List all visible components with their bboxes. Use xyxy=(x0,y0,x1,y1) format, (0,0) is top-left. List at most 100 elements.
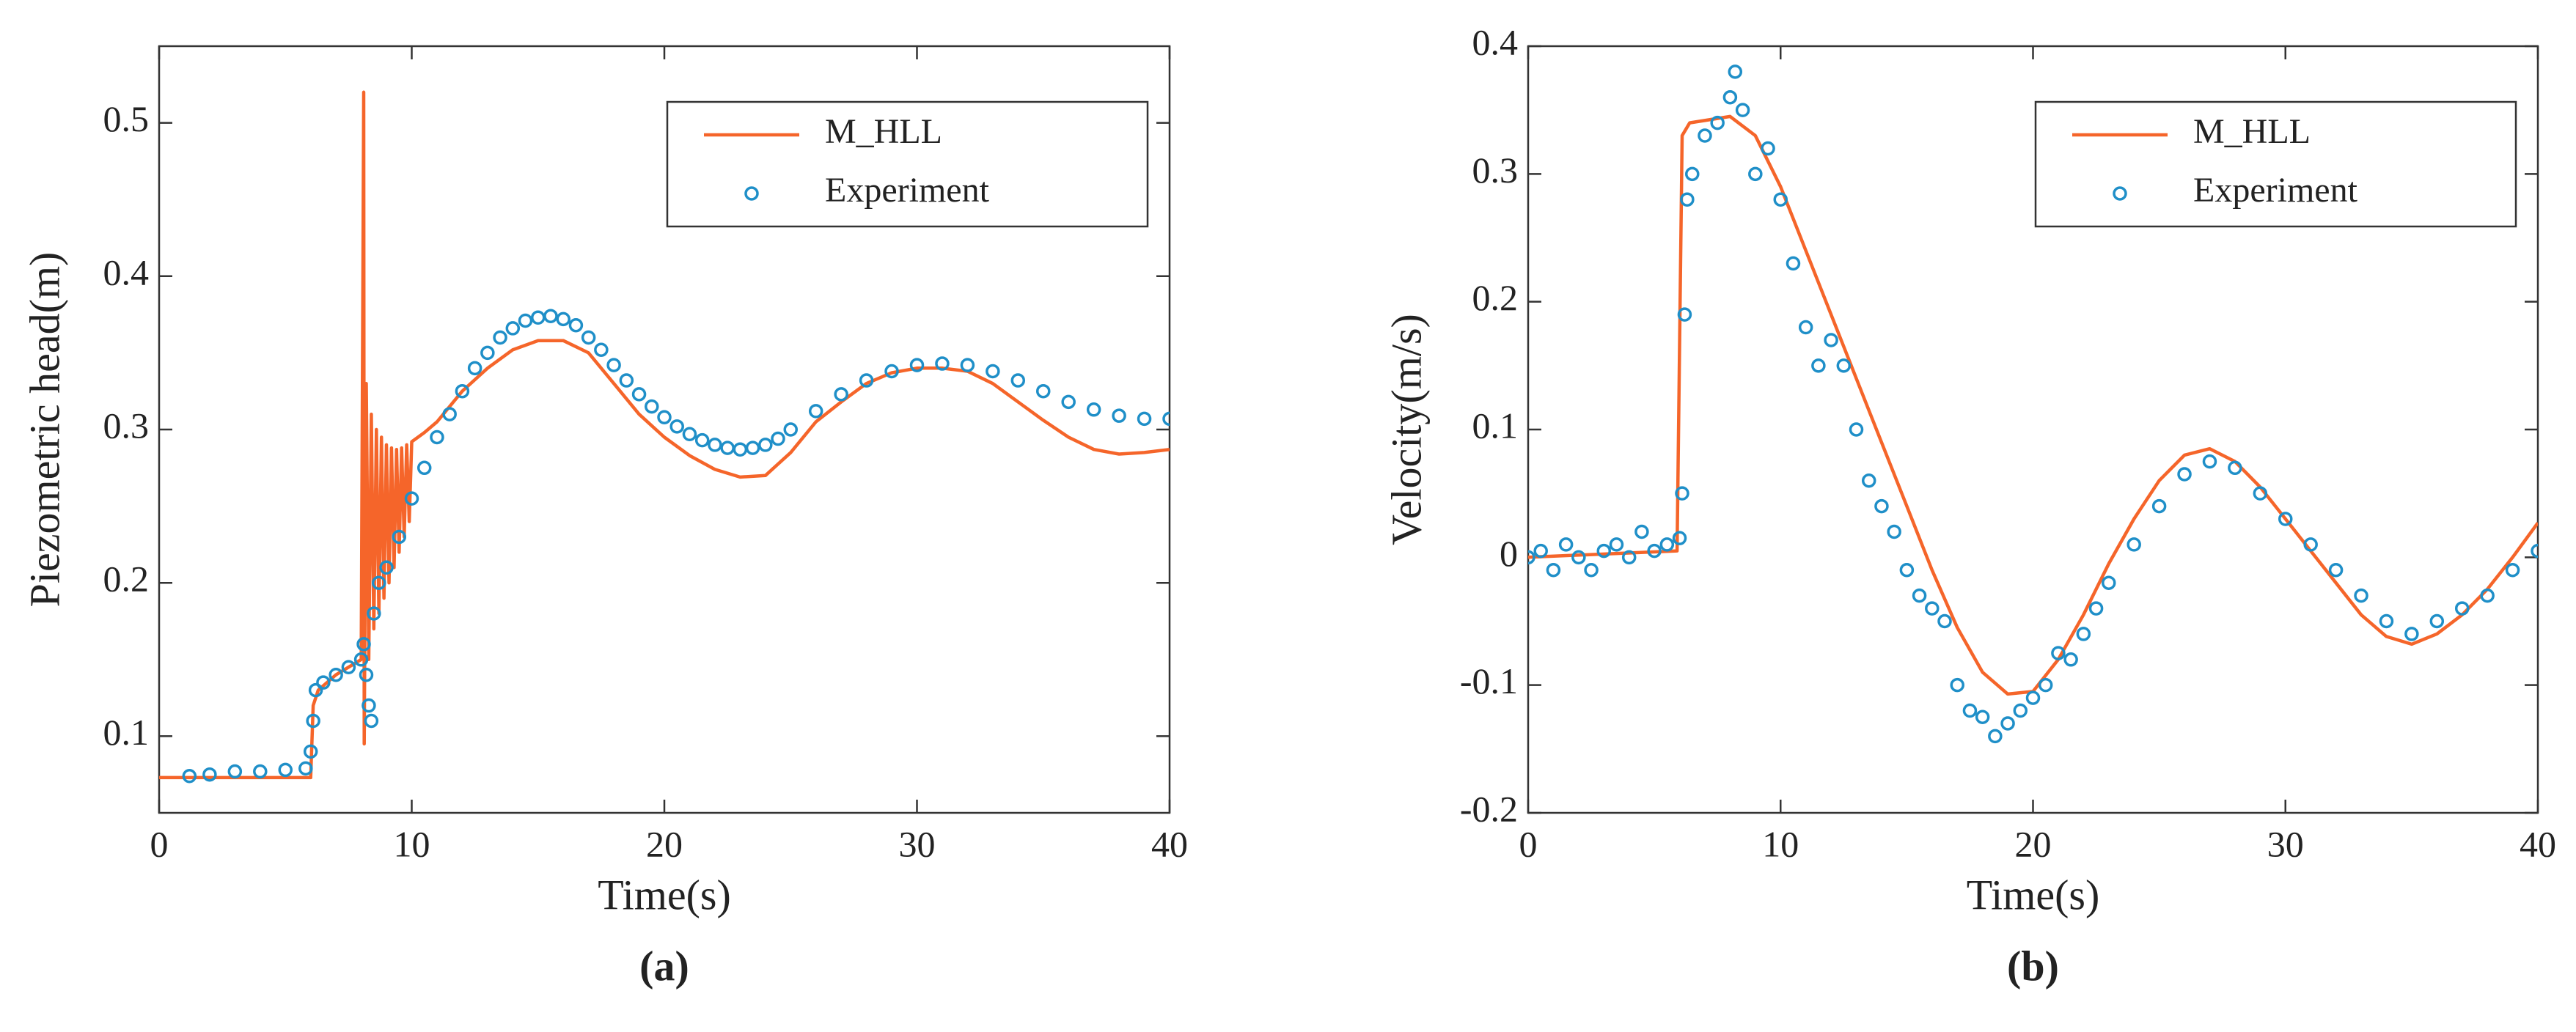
data-point xyxy=(2454,601,2470,616)
data-point xyxy=(1836,358,1852,373)
data-point xyxy=(1112,408,1126,423)
legend-label: Experiment xyxy=(2193,171,2358,210)
data-point xyxy=(669,419,684,434)
data-point xyxy=(306,713,320,729)
data-point xyxy=(505,321,521,336)
data-point xyxy=(909,358,925,372)
data-point xyxy=(379,560,394,575)
data-point xyxy=(568,317,584,333)
data-point xyxy=(935,356,950,371)
y-axis-label: Piezometric head(m) xyxy=(21,252,68,608)
data-point xyxy=(884,364,899,379)
data-point xyxy=(531,310,546,325)
data-point xyxy=(1912,588,1927,603)
data-point xyxy=(1086,402,1101,417)
data-point xyxy=(1528,550,1535,565)
data-point xyxy=(392,529,407,545)
data-point xyxy=(353,652,369,667)
data-point xyxy=(303,744,318,759)
data-point xyxy=(341,660,356,675)
legend-swatch xyxy=(2113,186,2127,201)
y-tick-label: 0 xyxy=(1500,533,1518,574)
data-point xyxy=(606,358,621,372)
data-point xyxy=(1680,192,1695,207)
data-point xyxy=(480,345,495,361)
y-tick-label: -0.2 xyxy=(1460,788,1518,829)
data-point xyxy=(745,441,760,455)
data-point xyxy=(442,407,457,421)
data-point xyxy=(1672,531,1687,545)
data-point xyxy=(631,387,647,402)
data-point xyxy=(2354,588,2368,603)
data-point xyxy=(708,438,722,452)
data-point xyxy=(367,606,381,621)
data-point xyxy=(2303,537,2318,552)
data-point xyxy=(1773,192,1788,207)
x-tick-label: 30 xyxy=(2267,823,2304,864)
data-point xyxy=(2278,512,2293,526)
data-point xyxy=(1761,141,1775,156)
data-point xyxy=(2177,467,2192,482)
data-point xyxy=(2051,646,2066,660)
data-point xyxy=(2253,486,2268,501)
legend-swatch xyxy=(744,186,759,201)
y-tick-label: 0.2 xyxy=(1472,277,1519,318)
data-point xyxy=(316,675,331,690)
data-line xyxy=(1528,114,2538,696)
data-point xyxy=(1558,537,1574,552)
data-point xyxy=(227,764,243,779)
data-point xyxy=(202,767,217,782)
data-point xyxy=(2404,627,2419,641)
x-tick-label: 0 xyxy=(150,823,169,864)
data-point xyxy=(1010,373,1026,388)
data-point xyxy=(2063,652,2078,667)
x-tick-label: 0 xyxy=(1519,823,1538,864)
data-point xyxy=(1571,550,1586,565)
y-tick-label: 0.3 xyxy=(1472,150,1519,191)
data-point xyxy=(467,361,482,376)
data-point xyxy=(1937,613,1952,629)
data-point xyxy=(1061,394,1076,410)
data-point xyxy=(1728,64,1743,79)
data-point xyxy=(1584,563,1599,578)
data-point xyxy=(298,761,313,776)
data-point xyxy=(682,427,697,442)
data-point xyxy=(2013,703,2028,718)
data-point xyxy=(1685,166,1700,182)
data-point xyxy=(645,399,659,414)
x-axis-label: Time(s) xyxy=(598,871,731,918)
y-tick-label: 0.1 xyxy=(103,712,150,753)
data-point xyxy=(2076,627,2091,641)
data-point xyxy=(543,309,558,323)
y-axis-label: Velocity(m/s) xyxy=(1382,314,1430,545)
legend-label: M_HLL xyxy=(825,112,942,151)
data-point xyxy=(430,430,444,445)
data-point xyxy=(1962,703,1978,718)
data-point xyxy=(1735,103,1750,117)
data-point xyxy=(2151,498,2167,514)
data-point xyxy=(556,312,570,327)
x-tick-label: 10 xyxy=(1762,823,1799,864)
caption: (a) xyxy=(639,942,689,989)
legend-label: Experiment xyxy=(825,171,990,210)
x-axis-label: Time(s) xyxy=(1967,871,2100,918)
data-point xyxy=(1887,524,1901,539)
legend-label: M_HLL xyxy=(2193,112,2311,151)
data-point xyxy=(758,438,773,452)
data-point xyxy=(1546,563,1561,578)
data-point xyxy=(1975,710,1990,724)
plot-area xyxy=(1528,64,2538,744)
data-point xyxy=(783,422,798,437)
data-point xyxy=(1533,543,1548,559)
data-line xyxy=(159,90,1170,780)
y-tick-label: 0.2 xyxy=(103,559,150,600)
data-point xyxy=(2025,690,2041,705)
y-tick-label: -0.1 xyxy=(1460,660,1518,701)
data-point xyxy=(1722,89,1738,105)
data-point xyxy=(1621,550,1637,565)
data-point xyxy=(2328,563,2344,578)
data-point xyxy=(1162,411,1170,427)
x-tick-label: 30 xyxy=(899,823,936,864)
